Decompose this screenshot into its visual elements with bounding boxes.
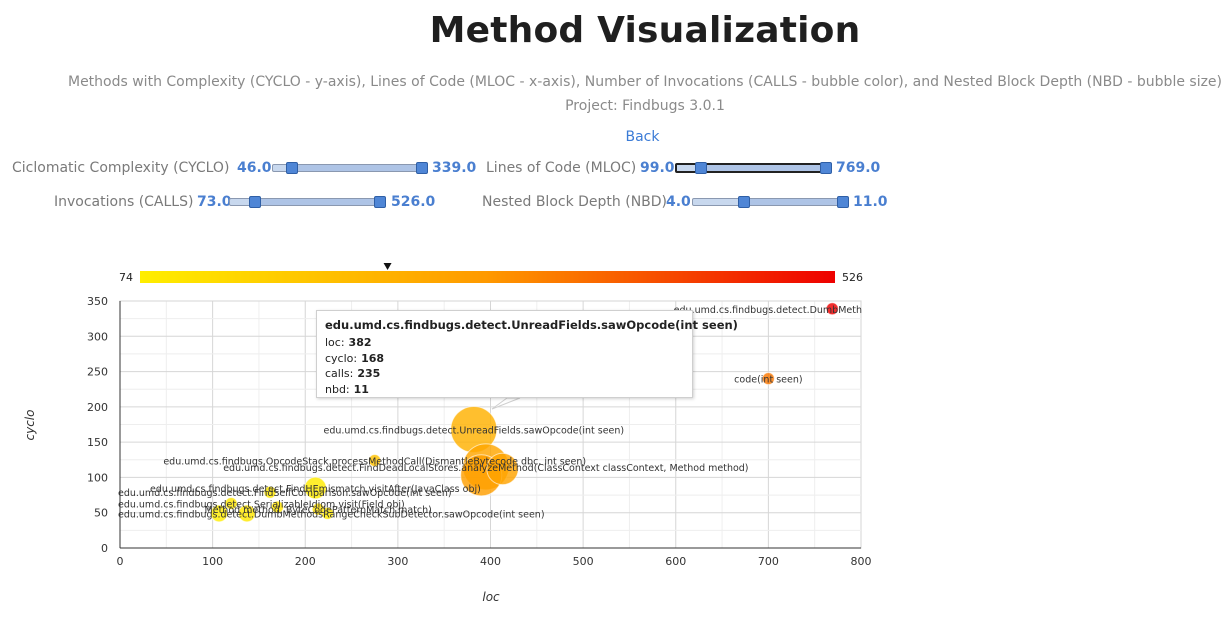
- x-tick-label: 800: [851, 555, 872, 568]
- x-tick-label: 400: [480, 555, 501, 568]
- bubble[interactable]: [368, 453, 382, 467]
- colorbar-min-label: 74: [119, 271, 133, 284]
- tooltip-key: loc:: [325, 336, 345, 349]
- y-tick-label: 250: [87, 366, 108, 379]
- nbd-range-fill: [739, 199, 838, 205]
- bubble[interactable]: [224, 497, 238, 511]
- calls-max-handle[interactable]: [374, 196, 386, 208]
- calls-filter-label: Invocations (CALLS): [54, 194, 194, 210]
- bubble[interactable]: [311, 502, 325, 516]
- tooltip-title: edu.umd.cs.findbugs.detect.UnreadFields.…: [325, 318, 738, 332]
- y-tick-label: 100: [87, 471, 108, 484]
- tooltip-pointer: [491, 397, 521, 410]
- tooltip-row-cyclo: cyclo: 168: [325, 351, 684, 367]
- bubble[interactable]: [263, 485, 277, 499]
- tooltip-value: 168: [361, 351, 385, 365]
- bubble[interactable]: [486, 452, 519, 486]
- bubble-label: edu.umd.cs.findbugs.detect.SerializableI…: [118, 500, 405, 511]
- y-tick-label: 150: [87, 436, 108, 449]
- bubble[interactable]: [761, 372, 775, 386]
- cyclo-max-handle[interactable]: [416, 162, 428, 174]
- mloc-max-value: 769.0: [836, 160, 881, 176]
- bubble-label: edu.umd.cs.findbugs.OpcodeStack.processM…: [163, 456, 586, 467]
- calls-min-handle[interactable]: [249, 196, 262, 208]
- cyclo-min-value: 46.0: [237, 160, 272, 176]
- bubble-layer: [210, 302, 839, 523]
- x-tick-label: 200: [295, 555, 316, 568]
- nbd-max-handle[interactable]: [837, 196, 849, 208]
- bubble[interactable]: [825, 302, 839, 316]
- mloc-max-handle[interactable]: [820, 162, 832, 174]
- cyclo-max-value: 339.0: [432, 160, 477, 176]
- y-tick-label: 350: [87, 295, 108, 308]
- page-subtitle: Methods with Complexity (CYCLO - y-axis)…: [67, 74, 1223, 90]
- x-tick-label: 700: [758, 555, 779, 568]
- tooltip-row-nbd: nbd: 11: [325, 382, 684, 398]
- bubble[interactable]: [270, 500, 284, 514]
- x-axis-label: loc: [482, 590, 500, 604]
- colorbar: 74 526: [119, 263, 863, 284]
- y-tick-label: 300: [87, 330, 108, 343]
- bubble-label: code(int seen): [734, 375, 802, 386]
- y-axis-label: cyclo: [23, 410, 37, 441]
- nbd-max-value: 11.0: [853, 194, 888, 210]
- bubble-label: edu.umd.cs.findbugs.detect.UnreadFields.…: [324, 425, 625, 436]
- bubble-label: Method method, ByteCodePatternMatch matc…: [205, 505, 432, 516]
- bubble-label: edu.umd.cs.findbugs.detect.DumbMethodsRa…: [118, 509, 545, 520]
- nbd-min-value: 4.0: [666, 194, 691, 210]
- calls-range-fill: [250, 199, 375, 205]
- chart-tooltip: edu.umd.cs.findbugs.detect.UnreadFields.…: [316, 310, 738, 398]
- page-title: Method Visualization: [429, 10, 861, 51]
- bubble-label: edu.umd.cs.findbugs.detect.FindHEmismatc…: [150, 484, 481, 495]
- tooltip-key: cyclo:: [325, 351, 358, 365]
- y-tick-label: 0: [101, 542, 108, 555]
- calls-min-value: 73.0: [197, 194, 232, 210]
- cyclo-range-fill: [287, 165, 417, 171]
- nbd-min-handle[interactable]: [738, 196, 751, 208]
- nbd-filter-label: Nested Block Depth (NBD): [482, 194, 668, 210]
- x-tick-label: 0: [117, 555, 124, 568]
- back-link[interactable]: Back: [625, 129, 660, 145]
- cyclo-filter-label: Ciclomatic Complexity (CYCLO): [12, 160, 230, 176]
- x-tick-label: 500: [573, 555, 594, 568]
- colorbar-marker: [383, 263, 392, 270]
- tooltip-key: calls:: [325, 367, 354, 380]
- chart-axes: 0 100 200 300 400 500 600 700 800 0 50 100 150 200 250…: [87, 295, 872, 568]
- bubble[interactable]: [210, 504, 229, 523]
- y-tick-label: 200: [87, 401, 108, 414]
- tooltip-value: 11: [353, 382, 369, 396]
- bubble-label: edu.umd.cs.findbugs.detect.FindDeadLocal…: [223, 463, 748, 474]
- mloc-min-value: 99.0: [640, 160, 675, 176]
- colorbar-max-label: 526: [842, 271, 863, 284]
- mloc-min-handle[interactable]: [695, 162, 708, 174]
- project-name: Project: Findbugs 3.0.1: [565, 98, 725, 114]
- tooltip-value: 235: [357, 367, 381, 380]
- bubble[interactable]: [304, 476, 327, 500]
- bubble[interactable]: [237, 504, 256, 523]
- y-tick-label: 50: [94, 507, 108, 520]
- calls-max-value: 526.0: [391, 194, 436, 210]
- cyclo-min-handle[interactable]: [286, 162, 299, 174]
- tooltip-key: nbd:: [325, 382, 350, 396]
- x-tick-label: 300: [387, 555, 408, 568]
- colorbar-gradient: [140, 271, 835, 283]
- x-tick-label: 600: [665, 555, 686, 568]
- bubble-label: edu.umd.cs.findbugs.detect.FindSelfCompa…: [118, 488, 452, 499]
- bubble-label-layer: edu.umd.cs.findbugs.detect.DumbMeth edu.u…: [118, 305, 862, 521]
- x-tick-label: 100: [202, 555, 223, 568]
- mloc-range-fill: [697, 165, 822, 171]
- tooltip-row-calls: calls: 235: [325, 366, 684, 382]
- mloc-filter-label: Lines of Code (MLOC): [486, 160, 637, 176]
- bubble-label: edu.umd.cs.findbugs.detect.DumbMeth: [674, 305, 862, 316]
- tooltip-row-loc: loc: 382: [325, 335, 684, 351]
- tooltip-value: 382: [348, 336, 372, 349]
